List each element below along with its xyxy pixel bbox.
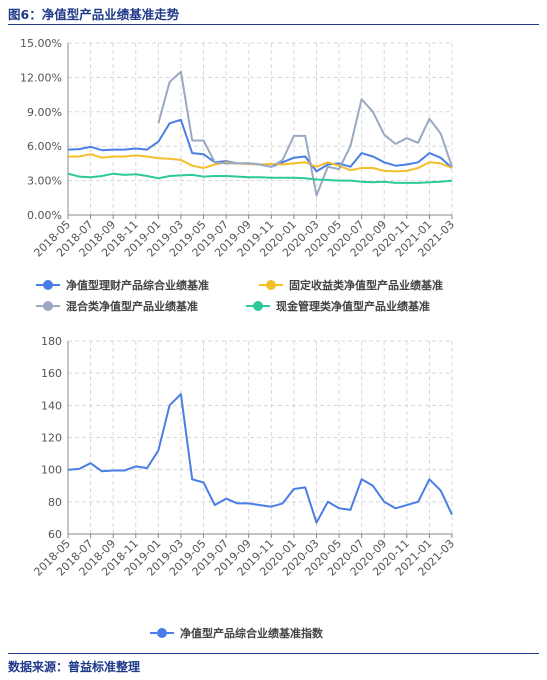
y-tick-label: 12.00% <box>20 71 62 84</box>
y-tick-label: 0.00% <box>27 209 62 222</box>
y-tick-label: 160 <box>41 367 62 380</box>
y-tick-label: 100 <box>41 464 62 477</box>
legend-item[interactable]: 现金管理类净值型产品业绩基准 <box>246 299 430 313</box>
benchmark-rate-chart: 0.00%3.00%6.00%9.00%12.00%15.00%2018-052… <box>20 37 457 313</box>
y-tick-label: 80 <box>48 496 62 509</box>
legend-swatch-dot <box>157 628 167 638</box>
legend-swatch-dot <box>266 280 276 290</box>
series-line <box>67 393 453 524</box>
legend-label: 固定收益类净值型产品业绩基准 <box>289 278 443 292</box>
y-tick-label: 180 <box>41 335 62 348</box>
y-tick-label: 9.00% <box>27 106 62 119</box>
legend-swatch-dot <box>43 280 53 290</box>
y-tick-label: 6.00% <box>27 140 62 153</box>
series-line <box>68 153 453 173</box>
y-tick-label: 140 <box>41 399 62 412</box>
footer-divider <box>8 653 539 654</box>
y-tick-label: 15.00% <box>20 37 62 50</box>
legend-label: 混合类净值型产品业绩基准 <box>66 299 198 313</box>
y-tick-label: 120 <box>41 432 62 445</box>
header-divider <box>8 24 539 25</box>
benchmark-index-chart: 60801001201401601802018-052018-072018-09… <box>31 335 457 640</box>
legend-item[interactable]: 净值型产品综合业绩基准指数 <box>150 626 324 640</box>
y-tick-label: 3.00% <box>27 175 62 188</box>
legend-label: 净值型产品综合业绩基准指数 <box>180 626 324 640</box>
legend-label: 现金管理类净值型产品业绩基准 <box>276 299 430 313</box>
source-note: 数据来源：普益标准整理 <box>8 660 141 674</box>
legend-item[interactable]: 固定收益类净值型产品业绩基准 <box>259 278 443 292</box>
legend-swatch-dot <box>43 301 53 311</box>
legend-swatch-dot <box>253 301 263 311</box>
y-tick-label: 60 <box>48 528 62 541</box>
legend-item[interactable]: 净值型理财产品综合业绩基准 <box>36 278 209 292</box>
legend-label: 净值型理财产品综合业绩基准 <box>66 278 209 292</box>
figure-title: 图6：净值型产品业绩基准走势 <box>8 7 180 22</box>
series-line <box>157 70 453 197</box>
series-line <box>67 172 453 184</box>
legend-item[interactable]: 混合类净值型产品业绩基准 <box>36 299 198 313</box>
